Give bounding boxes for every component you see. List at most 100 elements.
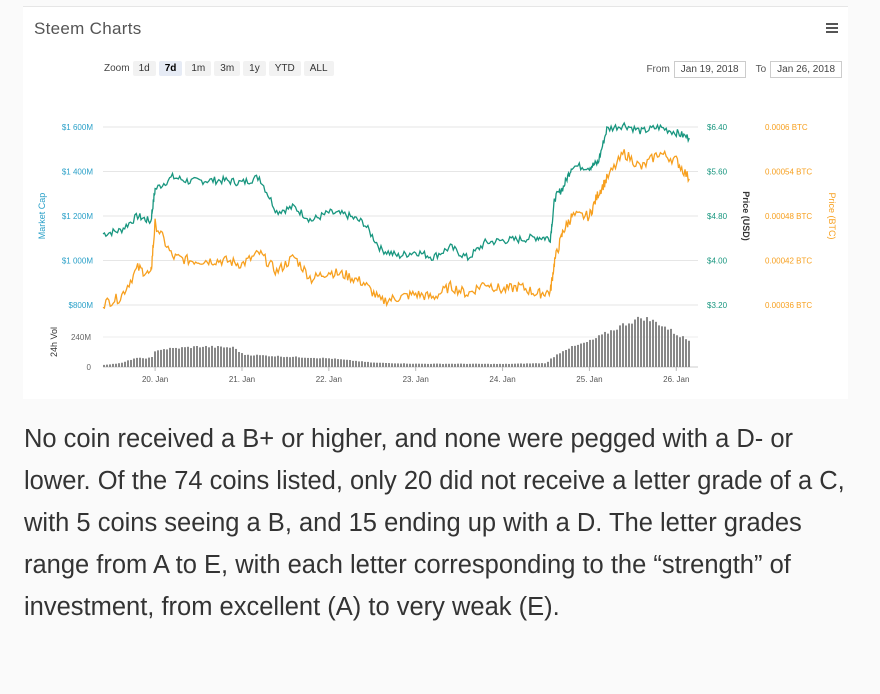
volume-bar	[217, 346, 219, 367]
volume-bar	[109, 364, 111, 367]
volume-bar	[361, 361, 363, 367]
volume-bar	[238, 351, 240, 367]
volume-bar	[505, 363, 507, 367]
market-cap-line	[102, 121, 690, 262]
volume-bar	[688, 340, 690, 367]
volume-bar	[223, 347, 225, 367]
volume-bar	[649, 321, 651, 367]
volume-bar	[256, 354, 258, 367]
volume-bar	[478, 363, 480, 367]
volume-bar	[166, 349, 168, 367]
volume-bar	[652, 319, 654, 367]
volume-bar	[214, 347, 216, 367]
volume-bar	[154, 351, 156, 367]
volume-bar	[640, 318, 642, 367]
volume-bar	[583, 342, 585, 367]
volume-bar	[646, 317, 648, 367]
volume-bar	[643, 320, 645, 367]
volume-bar	[475, 363, 477, 367]
volume-bar	[421, 363, 423, 367]
x-tick-label: 21. Jan	[229, 375, 255, 384]
volume-bar	[682, 336, 684, 367]
volume-bar	[376, 362, 378, 367]
volume-bar	[142, 358, 144, 367]
volume-bar	[262, 355, 264, 367]
volume-bar	[316, 358, 318, 367]
zoom-1d-button[interactable]: 1d	[132, 61, 156, 76]
btc-tick-label: 0.0006 BTC	[765, 123, 808, 132]
volume-bar	[592, 339, 594, 367]
volume-bar	[556, 354, 558, 367]
volume-bar	[502, 363, 504, 367]
zoom-3m-button[interactable]: 3m	[214, 61, 241, 76]
volume-bar	[562, 351, 564, 367]
volume-bar	[331, 358, 333, 367]
volume-bar	[466, 363, 468, 367]
chart-card: Steem Charts Zoom 1d 7d 1m 3m 1y YTD ALL…	[23, 7, 848, 399]
volume-bar	[190, 348, 192, 367]
volume-bar	[388, 363, 390, 367]
zoom-1m-button[interactable]: 1m	[185, 61, 212, 76]
volume-bar	[436, 363, 438, 367]
from-date-input[interactable]: Jan 19, 2018	[673, 61, 746, 78]
volume-bar	[514, 363, 516, 367]
zoom-all-button[interactable]: ALL	[303, 61, 334, 76]
zoom-1y-button[interactable]: 1y	[243, 61, 266, 76]
volume-bar	[430, 363, 432, 367]
volume-bar	[310, 357, 312, 367]
zoom-ytd-button[interactable]: YTD	[268, 61, 301, 76]
volume-bar	[193, 346, 195, 367]
volume-bar	[157, 350, 159, 367]
zoom-7d-button[interactable]: 7d	[158, 61, 183, 76]
volume-bar	[373, 362, 375, 367]
volume-bar	[346, 359, 348, 367]
volume-bar	[460, 363, 462, 367]
volume-bar	[625, 325, 627, 367]
hamburger-icon[interactable]	[826, 23, 838, 35]
volume-bar	[283, 357, 285, 367]
volume-bar	[403, 363, 405, 367]
volume-bar	[547, 361, 549, 367]
volume-bar	[241, 353, 243, 367]
volume-bar	[589, 339, 591, 367]
volume-bar	[634, 319, 636, 367]
volume-bar	[181, 347, 183, 367]
volume-bar	[571, 346, 573, 367]
volume-bar	[454, 363, 456, 367]
volume-bar	[676, 335, 678, 367]
usd-axis-title: Price (USD)	[741, 191, 751, 241]
volume-bar	[601, 334, 603, 367]
volume-bar	[496, 363, 498, 367]
volume-bar	[274, 356, 276, 367]
volume-bar	[526, 363, 528, 367]
volume-bar	[469, 363, 471, 367]
volume-bar	[175, 347, 177, 367]
volume-bar	[541, 363, 543, 367]
volume-bar	[658, 325, 660, 367]
volume-bar	[574, 345, 576, 367]
volume-bar	[442, 363, 444, 367]
volume-bar	[211, 345, 213, 367]
volume-bar	[448, 363, 450, 367]
volume-bar	[265, 355, 267, 367]
volume-bar	[232, 346, 234, 367]
left-tick-label: $1 000M	[62, 257, 93, 266]
to-date-input[interactable]: Jan 26, 2018	[770, 61, 842, 78]
volume-bar	[550, 358, 552, 367]
volume-bar	[523, 363, 525, 367]
volume-bar	[664, 326, 666, 367]
volume-bar	[358, 361, 360, 367]
volume-bar	[184, 347, 186, 367]
btc-tick-label: 0.00054 BTC	[765, 168, 812, 177]
volume-bar	[205, 345, 207, 367]
volume-bar	[295, 356, 297, 367]
volume-bar	[622, 323, 624, 367]
volume-bar	[118, 363, 120, 367]
volume-bar	[685, 339, 687, 367]
volume-bar	[472, 363, 474, 367]
volume-bar	[385, 363, 387, 367]
volume-bar	[484, 363, 486, 367]
x-tick-label: 26. Jan	[663, 375, 689, 384]
usd-tick-label: $4.00	[707, 257, 728, 266]
x-tick-label: 22. Jan	[316, 375, 342, 384]
